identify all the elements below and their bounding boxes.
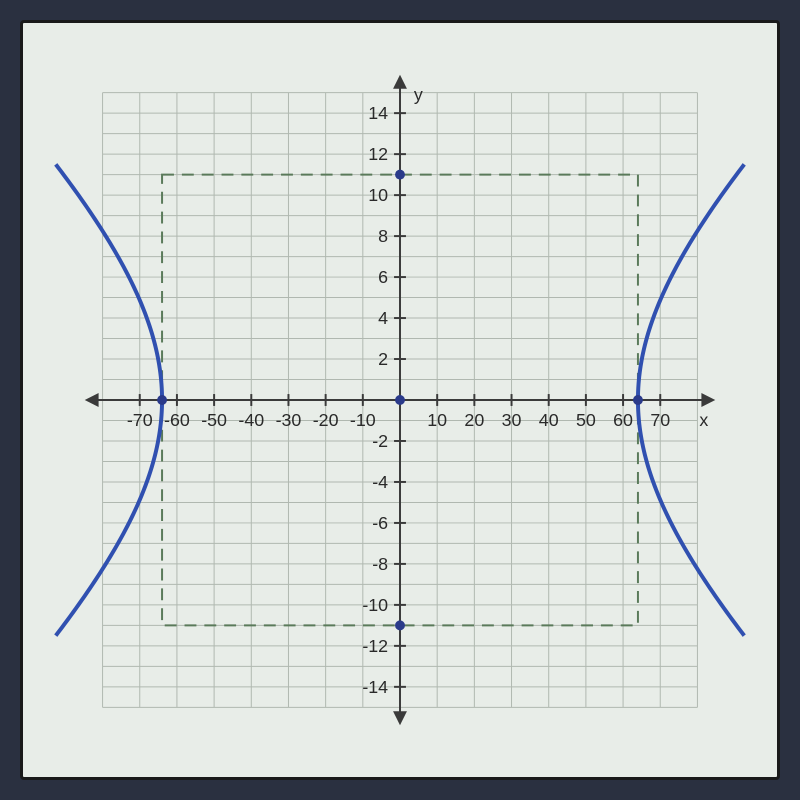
svg-text:-10: -10 <box>362 595 388 615</box>
svg-text:70: 70 <box>650 410 670 430</box>
svg-text:-12: -12 <box>362 636 388 656</box>
svg-text:14: 14 <box>368 103 388 123</box>
svg-text:60: 60 <box>613 410 633 430</box>
svg-text:-30: -30 <box>276 410 302 430</box>
svg-text:50: 50 <box>576 410 596 430</box>
screen-frame: -70 -60 -50 -40 -30 -20 -10 10 20 30 40 50 60 70 x 14 12… <box>20 20 780 780</box>
svg-text:12: 12 <box>368 144 388 164</box>
hyperbola-chart: -70 -60 -50 -40 -30 -20 -10 10 20 30 40 50 60 70 x 14 12… <box>53 53 747 747</box>
vertex-dot <box>395 170 405 180</box>
svg-text:-40: -40 <box>238 410 264 430</box>
y-axis-label: y <box>414 85 423 105</box>
svg-text:8: 8 <box>378 226 388 246</box>
svg-text:10: 10 <box>368 185 388 205</box>
svg-text:30: 30 <box>502 410 522 430</box>
svg-text:-14: -14 <box>362 677 388 697</box>
svg-text:-8: -8 <box>372 554 388 574</box>
vertex-dot <box>395 620 405 630</box>
svg-text:-60: -60 <box>164 410 190 430</box>
svg-text:4: 4 <box>378 308 388 328</box>
svg-text:10: 10 <box>427 410 447 430</box>
vertex-dot <box>633 395 643 405</box>
vertex-dot <box>157 395 167 405</box>
svg-text:-4: -4 <box>372 472 388 492</box>
svg-text:6: 6 <box>378 267 388 287</box>
vertex-dot <box>395 395 405 405</box>
svg-text:-50: -50 <box>201 410 227 430</box>
chart-container: -70 -60 -50 -40 -30 -20 -10 10 20 30 40 50 60 70 x 14 12… <box>53 53 747 747</box>
svg-text:2: 2 <box>378 349 388 369</box>
svg-text:-70: -70 <box>127 410 153 430</box>
svg-text:-10: -10 <box>350 410 376 430</box>
svg-text:-6: -6 <box>372 513 388 533</box>
svg-text:-20: -20 <box>313 410 339 430</box>
svg-text:-2: -2 <box>372 431 388 451</box>
svg-text:40: 40 <box>539 410 559 430</box>
x-axis-label: x <box>699 410 708 430</box>
svg-text:20: 20 <box>464 410 484 430</box>
